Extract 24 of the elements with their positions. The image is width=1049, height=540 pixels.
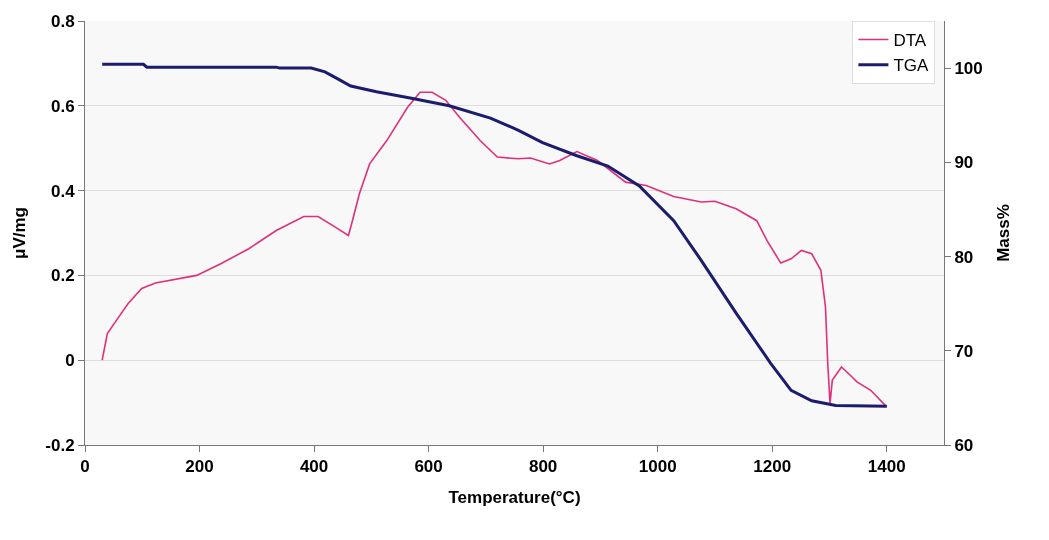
y-axis-title: μV/mg (9, 207, 29, 259)
y-tick-label: 0.2 (50, 266, 75, 286)
y2-tick-label: 90 (954, 153, 974, 173)
y-tick-label: -0.2 (45, 435, 75, 455)
legend-label: DTA (893, 31, 927, 51)
x-tick-label: 1200 (753, 457, 792, 477)
x-tick-label: 600 (414, 457, 443, 477)
x-axis-title: Temperature(°C) (448, 487, 581, 507)
y2-tick-label: 70 (954, 341, 974, 361)
x-tick-label: 1000 (638, 457, 677, 477)
y-tick-label: 0.4 (50, 181, 76, 201)
y-tick-label: 0 (65, 351, 75, 371)
y2-axis-title: Mass% (994, 204, 1014, 262)
y-tick-label: 0.8 (50, 11, 75, 31)
y-tick-label: 0.6 (50, 96, 75, 116)
legend-label: TGA (893, 56, 930, 76)
x-tick-label: 0 (80, 457, 90, 477)
y2-tick-label: 100 (954, 59, 983, 79)
y2-tick-label: 80 (954, 247, 974, 267)
x-tick-label: 800 (528, 457, 558, 477)
y2-tick-label: 60 (954, 435, 974, 455)
x-tick-label: 200 (185, 457, 214, 477)
x-tick-label: 1400 (867, 457, 906, 477)
x-tick-label: 400 (299, 457, 329, 477)
